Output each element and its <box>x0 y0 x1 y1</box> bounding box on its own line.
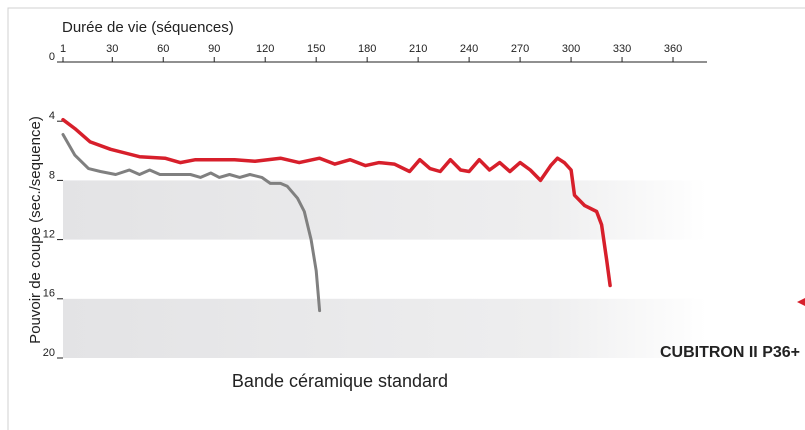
y-axis-title: Pouvoir de coupe (sec./sequence) <box>27 116 44 344</box>
y-tick-label: 0 <box>49 51 55 63</box>
x-tick-label: 30 <box>106 43 118 55</box>
line <box>61 117 612 288</box>
y-tick-label: 20 <box>43 347 55 359</box>
x-tick-label: 90 <box>208 43 220 55</box>
x-tick-label: 60 <box>157 43 169 55</box>
y-tick-label: 12 <box>43 229 55 241</box>
x-tick-label: 330 <box>613 43 631 55</box>
frame <box>7 7 805 430</box>
series-label: Bande céramique standard <box>232 371 448 391</box>
x-axis-title: Durée de vie (séquences) <box>62 19 234 36</box>
x-tick-label: 300 <box>562 43 580 55</box>
x-tick-label: 120 <box>256 43 274 55</box>
band <box>63 298 707 358</box>
x-tick-label: 180 <box>358 43 376 55</box>
x-tick-label: 270 <box>511 43 529 55</box>
pointer <box>797 298 805 306</box>
x-tick-label: 150 <box>307 43 325 55</box>
y-tick-label: 16 <box>43 288 55 300</box>
y-tick-label: 4 <box>49 110 55 122</box>
x-tick-label: 360 <box>664 43 682 55</box>
line <box>61 133 322 313</box>
series-label: CUBITRON II P36+ <box>660 344 800 361</box>
band <box>63 180 707 240</box>
x-tick-label: 1 <box>60 43 66 55</box>
x-tick-label: 240 <box>460 43 478 55</box>
y-tick-label: 8 <box>49 169 55 181</box>
x-tick-label: 210 <box>409 43 427 55</box>
